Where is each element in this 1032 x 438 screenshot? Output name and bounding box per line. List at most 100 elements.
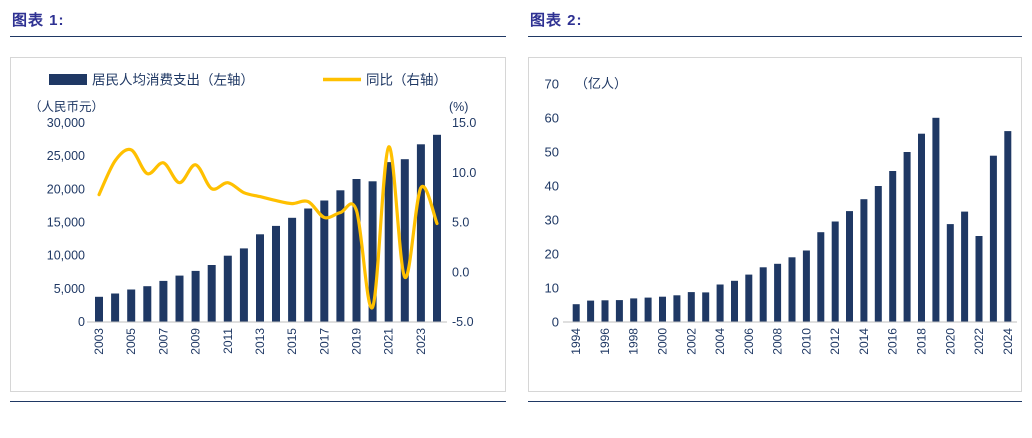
figure-1-panel: 图表 1: 居民人均消费支出（左轴） 同比（右轴） （人民币元） (%) 0 5,000 1… bbox=[10, 8, 506, 402]
tourism-bar bbox=[644, 297, 652, 322]
right-axis-tick-label: -5.0 bbox=[452, 315, 474, 329]
consumption-bar bbox=[368, 181, 377, 322]
x-axis-tick-label: 2007 bbox=[156, 328, 170, 355]
x-axis-tick-label: 2005 bbox=[124, 328, 138, 355]
figure-1-divider-bottom bbox=[10, 401, 506, 402]
tourism-bar bbox=[831, 221, 839, 322]
right-axis-tick-label: 5.0 bbox=[452, 216, 469, 230]
x-axis-tick-label: 2020 bbox=[943, 328, 957, 355]
consumption-bar bbox=[207, 265, 216, 322]
tourism-bar bbox=[918, 133, 925, 322]
tourism-bar bbox=[601, 300, 609, 322]
x-axis-tick-label: 2011 bbox=[221, 328, 235, 354]
figure-1-title: 图表 1: bbox=[12, 12, 65, 29]
consumption-bar bbox=[95, 296, 103, 322]
figure-2-panel: 图表 2: （亿人） 0 10 20 30 40 50 60 70 1994 1996 1998 200… bbox=[528, 8, 1022, 402]
tourism-bar bbox=[802, 250, 810, 322]
consumption-bar bbox=[111, 293, 120, 322]
tourism-bar bbox=[1004, 131, 1012, 322]
x-axis-tick-label: 2010 bbox=[799, 328, 813, 355]
tourism-bar bbox=[903, 152, 911, 322]
figure-2-chart: （亿人） 0 10 20 30 40 50 60 70 1994 1996 1998 2000 2002 2… bbox=[545, 76, 1017, 355]
x-axis-tick-label: 2002 bbox=[684, 328, 698, 355]
figure-1-divider-top bbox=[10, 36, 506, 37]
x-axis-tick-label: 2015 bbox=[285, 328, 299, 355]
consumption-bar bbox=[239, 248, 248, 322]
consumption-bar bbox=[433, 134, 441, 322]
consumption-bar bbox=[320, 200, 329, 322]
x-axis-tick-label: 2009 bbox=[189, 328, 203, 355]
tourism-bar bbox=[989, 155, 997, 322]
tourism-bar bbox=[687, 292, 695, 322]
x-axis-tick-label: 2023 bbox=[414, 328, 428, 355]
tourism-bar bbox=[716, 284, 724, 322]
tourism-bar bbox=[846, 211, 853, 322]
x-axis-tick-label: 2021 bbox=[382, 328, 396, 355]
right-axis-tick-label: 15.0 bbox=[452, 116, 476, 130]
left-axis-tick-label: 5,000 bbox=[54, 282, 85, 296]
tourism-bar bbox=[702, 292, 710, 322]
y-axis-tick-label: 60 bbox=[545, 111, 559, 126]
consumption-bar bbox=[416, 144, 425, 322]
tourism-bar bbox=[759, 267, 767, 322]
left-axis-tick-label: 15,000 bbox=[47, 216, 85, 230]
x-axis-tick-label: 2006 bbox=[742, 328, 756, 355]
consumption-bar bbox=[352, 179, 361, 322]
y-axis-tick-label: 0 bbox=[552, 315, 559, 330]
left-axis-tick-label: 30,000 bbox=[47, 116, 85, 130]
consumption-bar bbox=[384, 162, 393, 322]
x-axis-tick-label: 1994 bbox=[569, 328, 583, 355]
consumption-bar bbox=[127, 289, 136, 322]
tourism-bar bbox=[860, 199, 868, 322]
right-axis-tick-label: 0.0 bbox=[452, 265, 469, 279]
legend-bar-label: 居民人均消费支出（左轴） bbox=[92, 73, 254, 88]
tourism-bar bbox=[774, 263, 782, 322]
y-axis-tick-label: 40 bbox=[545, 179, 559, 194]
tourism-bar bbox=[587, 300, 595, 322]
tourism-bar bbox=[874, 186, 882, 322]
figure-1-chart-frame: 居民人均消费支出（左轴） 同比（右轴） （人民币元） (%) 0 5,000 10,000 1… bbox=[10, 57, 506, 392]
consumption-bar bbox=[304, 208, 313, 322]
tourism-bar bbox=[745, 274, 753, 322]
left-axis-unit-label: （人民币元） bbox=[29, 100, 104, 114]
tourism-bar bbox=[731, 280, 738, 322]
tourism-bar bbox=[975, 236, 983, 322]
x-axis-tick-label: 2013 bbox=[253, 328, 267, 355]
x-axis-tick-label: 2018 bbox=[914, 328, 928, 355]
tourism-bar bbox=[961, 211, 969, 322]
legend-line-label: 同比（右轴） bbox=[366, 73, 447, 88]
figure-2-divider-top bbox=[528, 36, 1022, 37]
tourism-bar bbox=[788, 257, 796, 322]
x-axis-tick-label: 2016 bbox=[886, 328, 900, 355]
y-axis-tick-label: 70 bbox=[545, 77, 559, 92]
left-axis-tick-label: 0 bbox=[78, 315, 85, 329]
x-axis-tick-label: 1998 bbox=[627, 328, 641, 355]
x-axis-tick-label: 2017 bbox=[317, 328, 331, 355]
x-axis-tick-label: 2024 bbox=[1001, 328, 1015, 355]
x-axis-tick-label: 1996 bbox=[598, 328, 612, 355]
y-axis-tick-label: 30 bbox=[545, 213, 559, 228]
left-axis-tick-label: 25,000 bbox=[47, 149, 85, 163]
x-axis-tick-label: 2022 bbox=[972, 328, 986, 355]
right-axis-tick-label: 10.0 bbox=[452, 166, 476, 180]
tourism-bar bbox=[817, 232, 825, 322]
x-axis-tick-label: 2012 bbox=[828, 328, 842, 355]
left-axis-tick-label: 20,000 bbox=[47, 182, 85, 196]
figure-2-chart-frame: （亿人） 0 10 20 30 40 50 60 70 1994 1996 1998 2000 2002 2… bbox=[528, 57, 1022, 392]
tourism-bar bbox=[889, 171, 897, 322]
x-axis-tick-label: 2019 bbox=[350, 328, 364, 355]
consumption-bar bbox=[272, 225, 280, 322]
consumption-bar bbox=[223, 255, 232, 322]
consumption-bar bbox=[191, 270, 200, 322]
tourism-bar bbox=[673, 295, 681, 322]
consumption-bar bbox=[400, 159, 409, 322]
tourism-bar bbox=[932, 117, 940, 322]
y-axis-unit-label: （亿人） bbox=[575, 76, 627, 91]
tourism-bar bbox=[572, 304, 580, 322]
consumption-bar bbox=[336, 190, 345, 322]
tourism-bar bbox=[630, 298, 638, 322]
left-axis-tick-label: 10,000 bbox=[47, 249, 85, 263]
right-axis-unit-label: (%) bbox=[449, 100, 468, 114]
consumption-bar bbox=[256, 234, 264, 322]
